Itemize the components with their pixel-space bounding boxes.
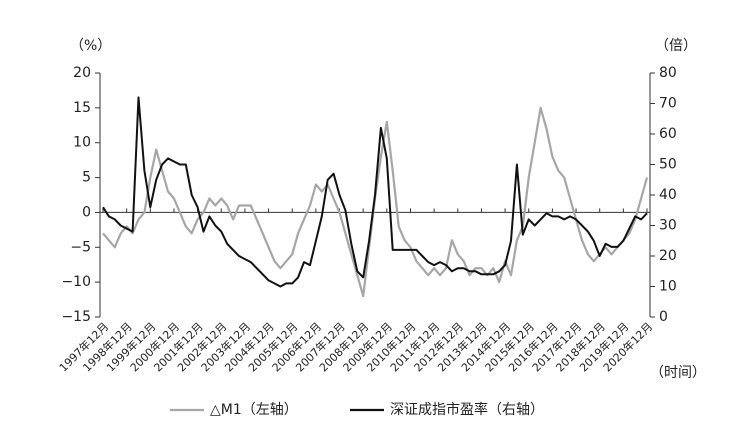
legend-label: 深证成指市盈率（右轴） <box>390 401 544 418</box>
y2-tick-label: 70 <box>659 96 677 112</box>
y-tick-label: −10 <box>61 274 91 290</box>
y2-tick-label: 50 <box>659 157 677 173</box>
y2-tick-label: 0 <box>659 309 668 325</box>
y-tick-label: 20 <box>73 65 91 81</box>
series-line <box>102 96 648 288</box>
x-unit-label: （时间） <box>650 365 706 381</box>
y-tick-label: −15 <box>61 309 91 325</box>
y2-tick-label: 40 <box>659 187 677 203</box>
y-tick-label: 10 <box>73 135 91 151</box>
y-unit-label: （%） <box>70 38 111 54</box>
y2-tick-label: 20 <box>659 248 677 264</box>
legend-label: △M1（左轴） <box>210 402 298 418</box>
y2-tick-label: 30 <box>659 218 677 234</box>
y2-tick-label: 80 <box>659 65 677 81</box>
y2-unit-label: （倍） <box>655 38 697 54</box>
y-tick-label: 15 <box>73 100 91 116</box>
y-tick-label: 0 <box>82 204 91 220</box>
y2-tick-label: 60 <box>659 126 677 142</box>
y2-tick-label: 10 <box>659 279 677 295</box>
y-tick-label: −5 <box>70 239 91 255</box>
y-tick-label: 5 <box>82 170 91 186</box>
